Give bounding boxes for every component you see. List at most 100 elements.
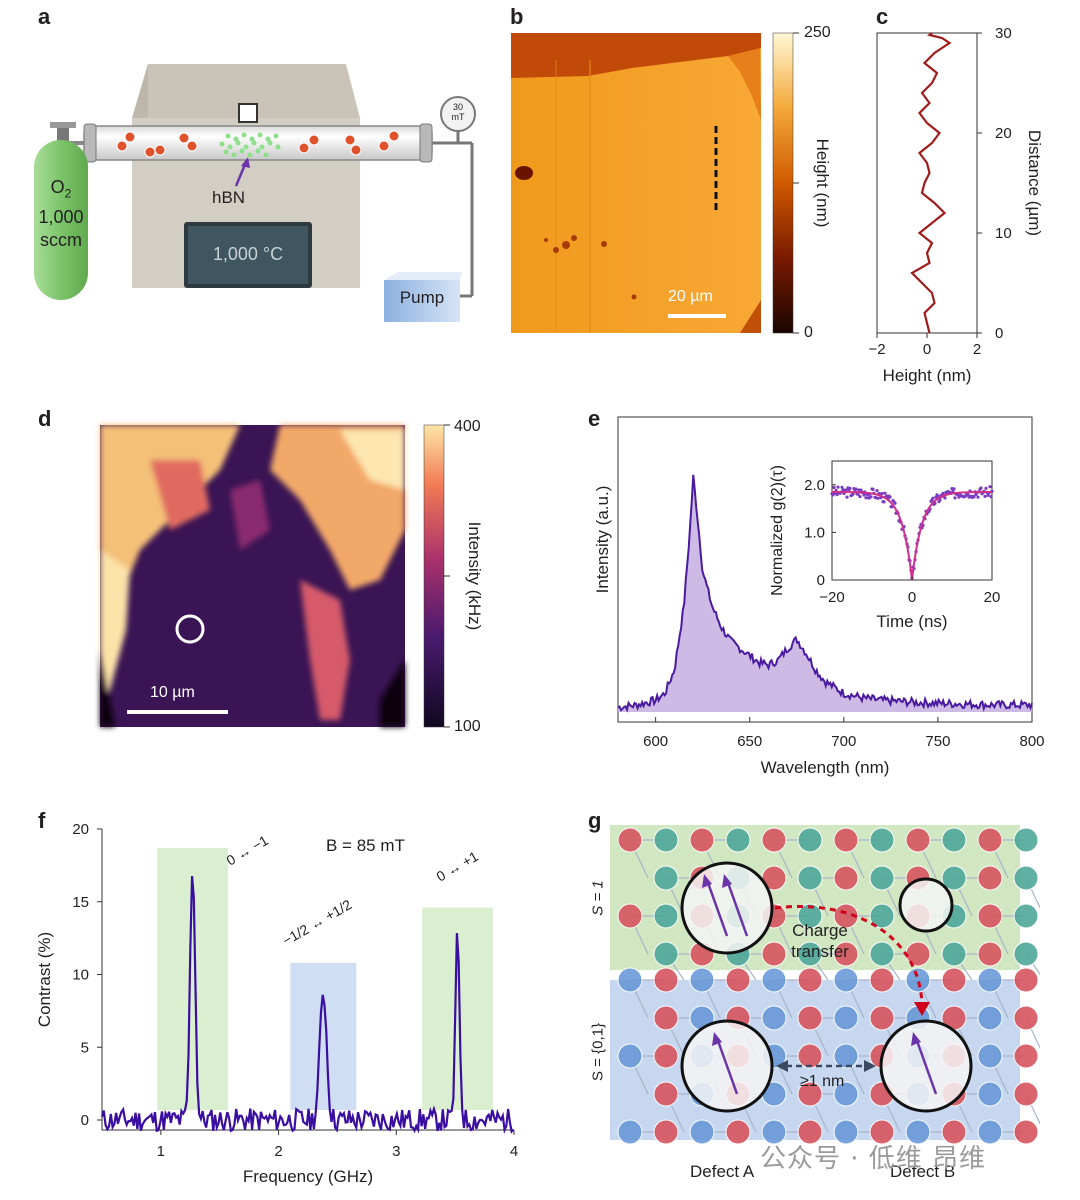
spin-arrowhead: [722, 874, 732, 888]
lattice-atom: [797, 941, 823, 967]
panel-a-furnace-schematic: [34, 64, 476, 322]
lattice-atom: [833, 1043, 859, 1069]
transition-label: −1/2 ↔ +1/2: [280, 896, 355, 948]
lattice-atom: [653, 1081, 679, 1107]
inset-point: [972, 495, 976, 499]
x-axis-label-c: Height (nm): [883, 366, 972, 385]
lattice-atom: [797, 1005, 823, 1031]
hbn-label: hBN: [212, 188, 246, 207]
afm-image: [511, 33, 761, 333]
sample-holder-icon: [238, 103, 258, 123]
spin-arrowhead: [712, 1032, 722, 1046]
colorbar-b-min: 0: [804, 324, 813, 341]
y-axis-label-e: Intensity (a.u.): [593, 486, 612, 594]
inset-point: [989, 494, 993, 499]
transition-label: 0 ↔ +1: [434, 848, 482, 885]
lattice-atom: [653, 827, 679, 853]
inset-point: [883, 491, 887, 495]
lattice-atom: [869, 1119, 895, 1145]
lattice-atom: [941, 1119, 967, 1145]
lattice-atom: [653, 941, 679, 967]
spin-arrow: [715, 1037, 739, 1095]
scalebar-d-label: 10 µm: [150, 684, 195, 701]
inset-point: [880, 491, 884, 496]
inset-point: [986, 493, 990, 497]
spectrum-line: [617, 474, 1033, 713]
field-annotation: B = 85 mT: [326, 836, 405, 855]
lattice-atom: [977, 827, 1003, 853]
lattice-atom: [905, 827, 931, 853]
spectrum-fill: [618, 474, 1032, 712]
spin-arrowhead: [911, 1032, 921, 1046]
lattice-atom: [797, 1081, 823, 1107]
lattice-atom: [869, 865, 895, 891]
y-tick-label-f: 5: [81, 1039, 89, 1056]
lattice-atom: [833, 941, 859, 967]
lattice-atom: [905, 1119, 931, 1145]
lattice-atom: [689, 967, 715, 993]
x-axis-label-e: Wavelength (nm): [761, 758, 890, 777]
colorbar-d-min: 100: [454, 718, 481, 735]
pump-box: [384, 280, 460, 322]
lattice-atom: [797, 865, 823, 891]
lattice-atom: [689, 1119, 715, 1145]
cylinder-label: O2 1,000 sccm: [38, 177, 84, 250]
lattice-atom: [977, 967, 1003, 993]
colorbar-d-max: 400: [454, 418, 481, 435]
inset-point: [848, 486, 852, 490]
inset-point: [931, 496, 935, 500]
inset-point: [893, 501, 897, 505]
odmr-line: [100, 876, 515, 1135]
x-tick-label-f: 1: [157, 1143, 165, 1160]
inset-point: [854, 487, 858, 491]
selected-emitter-circle: [175, 614, 205, 644]
y-tick-label-c: 10: [995, 225, 1012, 242]
colorbar-d-label: Intensity (kHz): [465, 521, 484, 631]
furnace-display: [188, 226, 308, 284]
inset-y-tick-label: 2.0: [804, 477, 825, 494]
y-tick-label-f: 10: [72, 967, 89, 984]
panel-f-odmr-spectrum: 1 2 3 4 0 5 10 15 20 Frequency (GHz) Contrast (%) B…: [35, 821, 518, 1186]
defect-a-label: Defect A: [690, 1162, 755, 1181]
spin-label-s1: S = 1: [589, 880, 607, 916]
oxygen-cylinder: [34, 140, 88, 300]
lattice-atom: [653, 903, 679, 929]
inset-point: [859, 488, 863, 492]
inset-point: [845, 495, 849, 499]
x-tick-label-e: 750: [925, 733, 950, 750]
lattice-atom: [833, 865, 859, 891]
spin-label-s01: S = {0,1}: [589, 1023, 607, 1081]
lattice-atom: [653, 865, 679, 891]
lattice-atom: [725, 967, 751, 993]
furnace-lid: [132, 64, 360, 118]
panel-e-pl-spectrum: 600 650 700 750 800 Wavelength (nm) Intensity …: [593, 416, 1045, 777]
inset-point: [882, 500, 886, 504]
scalebar-b-label: 20 µm: [668, 288, 713, 305]
hbn-flake-icon: [219, 132, 281, 158]
inset-point: [966, 493, 970, 497]
panel-label-e: e: [588, 406, 601, 431]
lattice-atom: [833, 903, 859, 929]
spin-arrowhead: [702, 874, 712, 888]
lattice-atom: [653, 1005, 679, 1031]
lattice-atom: [1013, 865, 1039, 891]
lattice-atom: [653, 1043, 679, 1069]
colorbar-height: [772, 32, 794, 334]
lattice-atom: [905, 967, 931, 993]
spin-arrow: [914, 1037, 938, 1095]
spin-arrow: [705, 879, 729, 937]
furnace-temperature: 1,000 °C: [212, 244, 284, 264]
defect-a-s1-circle: [680, 861, 774, 955]
lattice-atom: [833, 1005, 859, 1031]
lattice-atom: [653, 967, 679, 993]
inset-frame: [831, 460, 993, 581]
lattice-atom: [977, 1119, 1003, 1145]
inset-point: [888, 495, 892, 499]
panel-label-d: d: [38, 406, 52, 431]
inset-point: [851, 492, 855, 496]
x-tick-label-f: 3: [392, 1143, 400, 1160]
inset-point: [858, 494, 862, 499]
x-tick-label-c: −2: [868, 341, 885, 358]
panel-label-a: a: [38, 4, 51, 29]
y-tick-label-f: 20: [72, 821, 89, 838]
